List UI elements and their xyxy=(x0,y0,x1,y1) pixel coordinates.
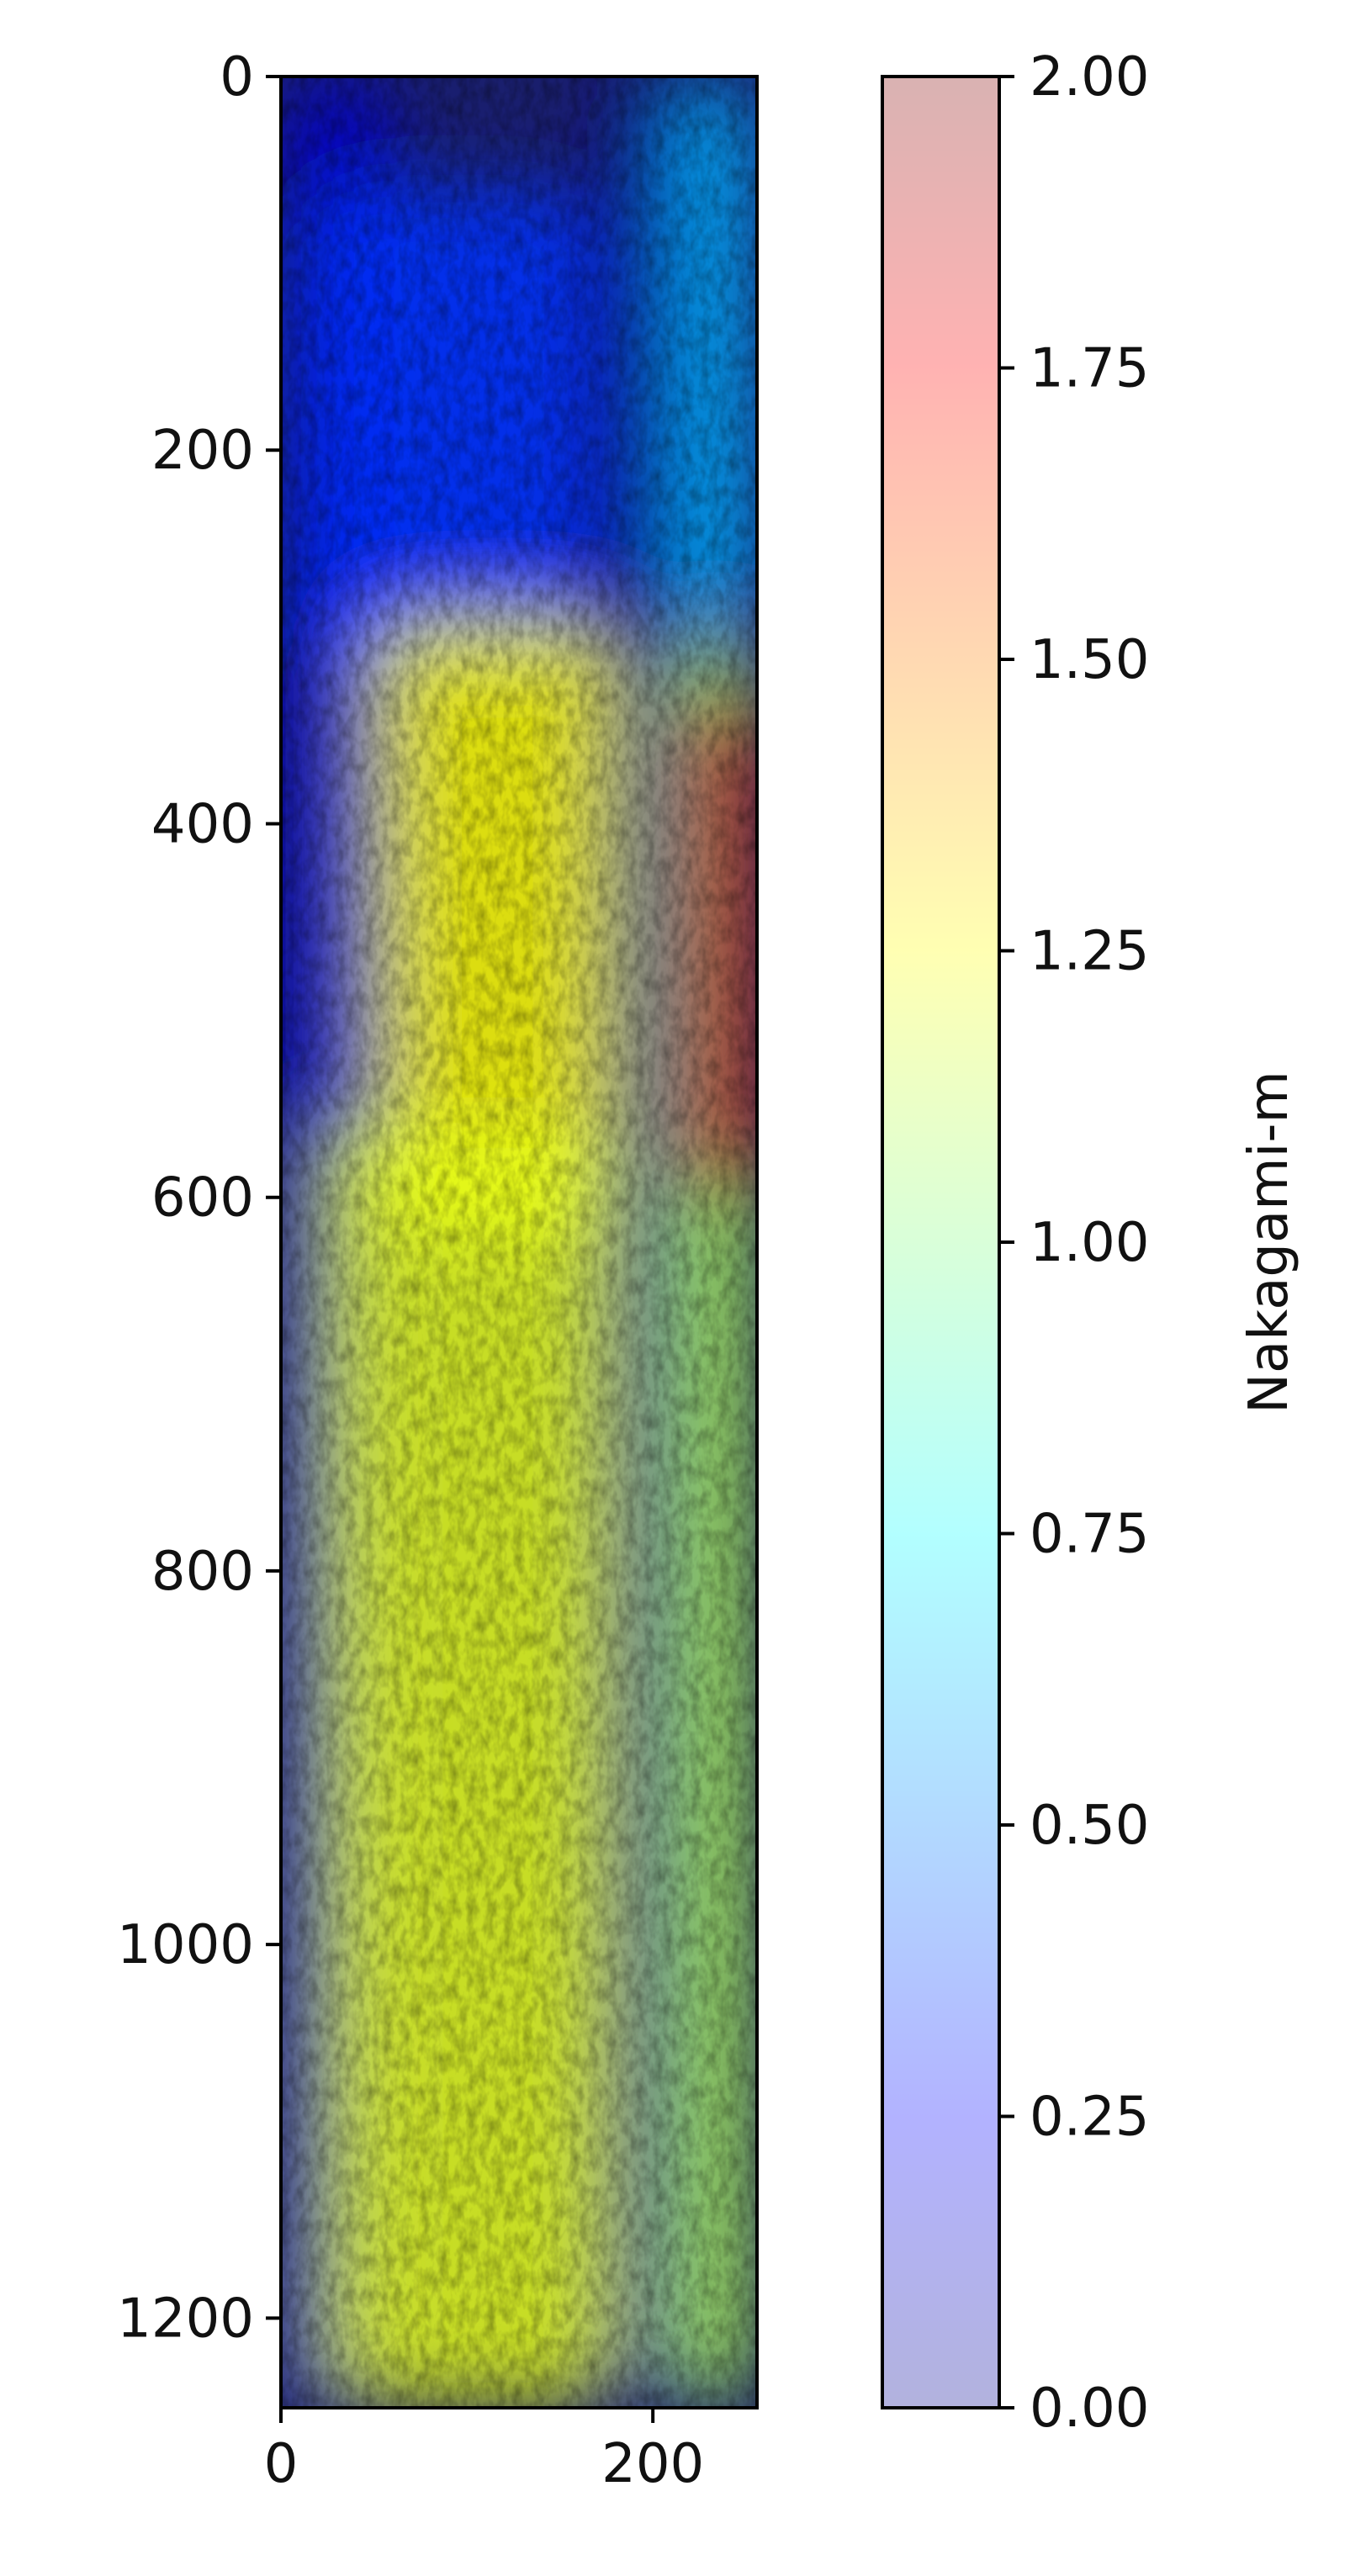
y-tick-label: 400 xyxy=(151,793,254,855)
colorbar-tick-label: 2.00 xyxy=(1030,46,1150,108)
y-tick-label: 1000 xyxy=(117,1914,254,1976)
heatmap-panel xyxy=(279,75,759,2409)
speckle-texture xyxy=(281,77,757,2408)
colorbar-tick-label: 0.00 xyxy=(1030,2378,1150,2440)
y-tick-label: 200 xyxy=(151,420,254,482)
y-tick-label: 800 xyxy=(151,1541,254,1603)
y-axis: 0 200 400 600 800 1000 1200 xyxy=(117,46,281,2350)
colorbar-ticks: 0.00 0.25 0.50 0.75 1.00 1.25 1.50 1.75 2.00 xyxy=(999,46,1150,2440)
colorbar-tick-label: 0.25 xyxy=(1030,2087,1150,2149)
colorbar-tick-label: 1.50 xyxy=(1030,629,1150,691)
colorbar-tick-label: 1.00 xyxy=(1030,1212,1150,1274)
colorbar-label: Nakagami-m xyxy=(1238,1071,1300,1414)
colorbar-tick-label: 0.75 xyxy=(1030,1504,1150,1566)
colorbar-fill xyxy=(882,77,999,2408)
colorbar-tick-label: 0.50 xyxy=(1030,1795,1150,1857)
colorbar: 0.00 0.25 0.50 0.75 1.00 1.25 1.50 1.75 2.00 Nak… xyxy=(881,46,1300,2440)
plot-frame xyxy=(279,75,759,2409)
y-tick-label: 600 xyxy=(151,1167,254,1230)
x-tick-label: 0 xyxy=(264,2433,299,2495)
colorbar-tick-label: 1.75 xyxy=(1030,338,1150,400)
colorbar-tick-label: 1.25 xyxy=(1030,921,1150,983)
x-tick-label: 200 xyxy=(601,2433,704,2495)
y-tick-label: 0 xyxy=(220,46,254,108)
y-tick-label: 1200 xyxy=(117,2288,254,2350)
x-axis: 0 200 xyxy=(264,2408,704,2495)
